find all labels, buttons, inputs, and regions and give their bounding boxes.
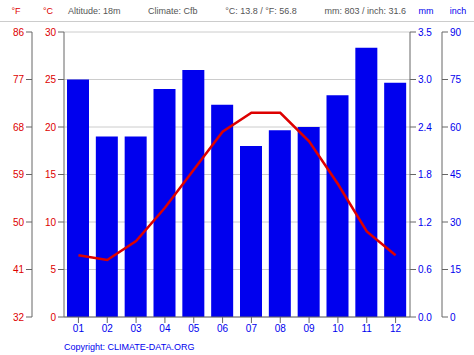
svg-text:0: 0 bbox=[50, 312, 56, 323]
svg-text:0.6: 0.6 bbox=[418, 264, 432, 275]
svg-text:20: 20 bbox=[45, 122, 57, 133]
svg-text:10: 10 bbox=[45, 217, 57, 228]
svg-text:11: 11 bbox=[362, 323, 373, 334]
svg-text:03: 03 bbox=[131, 323, 143, 334]
svg-text:08: 08 bbox=[275, 323, 287, 334]
svg-text:45: 45 bbox=[450, 169, 462, 180]
svg-text:60: 60 bbox=[450, 122, 462, 133]
html-text:°F: °F bbox=[11, 5, 21, 16]
html-text:Copyright: CLIMATE-DATA.ORG: Copyright: CLIMATE-DATA.ORG bbox=[64, 342, 195, 352]
html-text:Altitude: 18m: Altitude: 18m bbox=[68, 5, 121, 16]
html-text:°C: °C bbox=[42, 5, 53, 16]
svg-text:09: 09 bbox=[304, 323, 316, 334]
html-text:Climate: Cfb: Climate: Cfb bbox=[148, 5, 198, 16]
html-text:°C: 13.8 / °F: 56.8: °C: 13.8 / °F: 56.8 bbox=[225, 5, 297, 16]
svg-text:59: 59 bbox=[13, 169, 25, 180]
svg-text:1.8: 1.8 bbox=[418, 169, 432, 180]
svg-text:07: 07 bbox=[246, 323, 258, 334]
svg-text:2.4: 2.4 bbox=[418, 122, 432, 133]
svg-text:12: 12 bbox=[390, 323, 402, 334]
html-text:inch: inch bbox=[449, 5, 467, 16]
svg-text:90: 90 bbox=[450, 27, 462, 38]
svg-text:06: 06 bbox=[217, 323, 229, 334]
svg-text:3.5: 3.5 bbox=[418, 27, 432, 38]
svg-text:68: 68 bbox=[13, 122, 25, 133]
svg-text:01: 01 bbox=[73, 323, 85, 334]
svg-text:05: 05 bbox=[188, 323, 200, 334]
svg-text:5: 5 bbox=[50, 264, 56, 275]
svg-text:77: 77 bbox=[13, 74, 25, 85]
svg-text:02: 02 bbox=[102, 323, 114, 334]
svg-text:50: 50 bbox=[13, 217, 25, 228]
svg-text:30: 30 bbox=[45, 27, 57, 38]
svg-text:86: 86 bbox=[13, 27, 25, 38]
html-text:mm: 803 / inch: 31.6: mm: 803 / inch: 31.6 bbox=[324, 5, 406, 16]
svg-text:41: 41 bbox=[13, 264, 25, 275]
svg-text:75: 75 bbox=[450, 74, 462, 85]
svg-text:25: 25 bbox=[45, 74, 57, 85]
svg-text:30: 30 bbox=[450, 217, 462, 228]
svg-text:0.0: 0.0 bbox=[418, 312, 432, 323]
html-text:mm: mm bbox=[418, 5, 434, 16]
svg-text:10: 10 bbox=[332, 323, 344, 334]
svg-text:3.0: 3.0 bbox=[418, 74, 432, 85]
svg-text:1.2: 1.2 bbox=[418, 217, 432, 228]
svg-text:0: 0 bbox=[450, 312, 456, 323]
svg-text:15: 15 bbox=[450, 264, 462, 275]
svg-text:04: 04 bbox=[159, 323, 171, 334]
svg-text:15: 15 bbox=[45, 169, 57, 180]
svg-text:32: 32 bbox=[13, 312, 25, 323]
